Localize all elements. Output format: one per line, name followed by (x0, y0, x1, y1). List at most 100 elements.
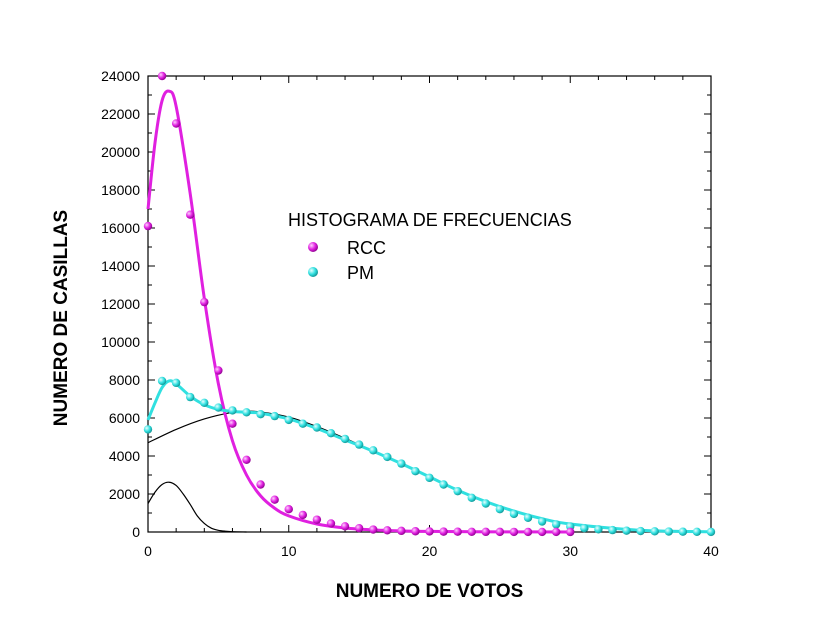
point-rcc (383, 526, 392, 535)
point-rcc (453, 527, 462, 536)
x-tick-label: 10 (281, 543, 297, 559)
component-curve-1 (147, 481, 247, 533)
y-tick-label: 6000 (109, 410, 140, 426)
point-pm (186, 392, 195, 402)
point-rcc (439, 527, 448, 536)
x-tick-label: 20 (422, 543, 438, 559)
tick-labels: 0 10 20 30 40 0 2000 4000 6000 8000 10000 12000 1400… (101, 68, 719, 559)
point-rcc (397, 526, 406, 536)
y-tick-label: 2000 (109, 486, 140, 502)
point-pm (312, 423, 322, 432)
point-rcc (551, 527, 561, 537)
point-rcc (143, 221, 153, 231)
point-rcc (242, 455, 251, 464)
data-points (143, 71, 716, 537)
y-tick-label: 16000 (101, 220, 140, 236)
point-pm (298, 419, 308, 428)
point-pm (509, 509, 519, 519)
point-rcc (354, 524, 364, 533)
point-pm (214, 403, 223, 412)
point-pm (706, 527, 716, 537)
point-rcc (157, 71, 167, 81)
legend-title: HISTOGRAMA DE FRECUENCIAS (288, 210, 572, 230)
point-pm (580, 524, 589, 533)
point-rcc (467, 527, 476, 537)
point-pm (242, 408, 251, 417)
point-pm (157, 376, 167, 386)
point-pm (256, 410, 265, 419)
legend-marker-pm (308, 267, 318, 277)
point-rcc (509, 527, 519, 537)
point-pm (369, 446, 378, 455)
point-rcc (537, 527, 547, 537)
plot-frame (147, 75, 712, 533)
point-rcc (270, 495, 279, 504)
point-rcc (425, 527, 434, 536)
y-tick-label: 12000 (101, 296, 140, 312)
point-rcc (200, 297, 209, 307)
point-pm (467, 493, 476, 502)
point-pm (622, 526, 631, 535)
fit-curve-rcc (146, 89, 571, 534)
point-pm (383, 452, 392, 462)
y-tick-label: 22000 (101, 106, 140, 122)
point-rcc (566, 527, 575, 537)
point-rcc (481, 527, 490, 537)
point-pm (608, 525, 617, 535)
point-pm (340, 434, 350, 444)
legend: HISTOGRAMA DE FRECUENCIAS RCC PM (288, 210, 572, 283)
point-rcc (495, 527, 505, 537)
point-pm (692, 527, 702, 537)
y-tick-label: 14000 (101, 258, 140, 274)
y-tick-label: 20000 (101, 144, 140, 160)
y-axis-title: NUMERO DE CASILLAS (51, 210, 72, 426)
point-pm (537, 517, 547, 526)
axis-ticks (147, 75, 712, 533)
point-pm (270, 411, 279, 421)
point-pm (326, 429, 336, 438)
point-pm (284, 415, 293, 425)
point-rcc (312, 515, 322, 524)
y-tick-label: 18000 (101, 182, 140, 198)
point-pm (425, 473, 434, 483)
point-pm (650, 527, 659, 536)
point-pm (664, 527, 673, 536)
point-pm (354, 440, 364, 449)
point-pm (411, 467, 420, 476)
point-rcc (369, 525, 378, 534)
legend-label-rcc: RCC (347, 238, 386, 258)
point-rcc (523, 527, 533, 537)
point-rcc (326, 519, 336, 528)
fit-curve-pm (146, 379, 712, 534)
point-pm (439, 480, 448, 489)
y-tick-label: 8000 (109, 372, 140, 388)
point-pm (453, 486, 462, 496)
point-pm (495, 505, 505, 514)
point-rcc (411, 527, 420, 536)
y-tick-label: 24000 (101, 68, 140, 84)
y-tick-label: 4000 (109, 448, 140, 464)
point-rcc (298, 510, 308, 520)
point-pm (397, 459, 406, 468)
point-pm (523, 513, 533, 522)
point-rcc (284, 505, 293, 514)
point-rcc (171, 119, 181, 128)
x-tick-label: 0 (144, 543, 152, 559)
fit-curves (146, 89, 712, 534)
point-pm (171, 378, 181, 388)
point-rcc (256, 480, 265, 489)
point-pm (594, 525, 603, 534)
legend-marker-rcc (308, 242, 318, 252)
point-pm (636, 526, 645, 536)
point-pm (678, 527, 688, 536)
y-tick-label: 10000 (101, 334, 140, 350)
point-rcc (228, 419, 237, 428)
x-tick-label: 30 (562, 543, 578, 559)
x-axis-title: NUMERO DE VOTOS (336, 581, 524, 602)
y-tick-label: 0 (132, 524, 140, 540)
x-tick-label: 40 (703, 543, 719, 559)
point-pm (551, 520, 561, 529)
legend-label-pm: PM (347, 263, 374, 283)
component-curves (147, 410, 712, 533)
